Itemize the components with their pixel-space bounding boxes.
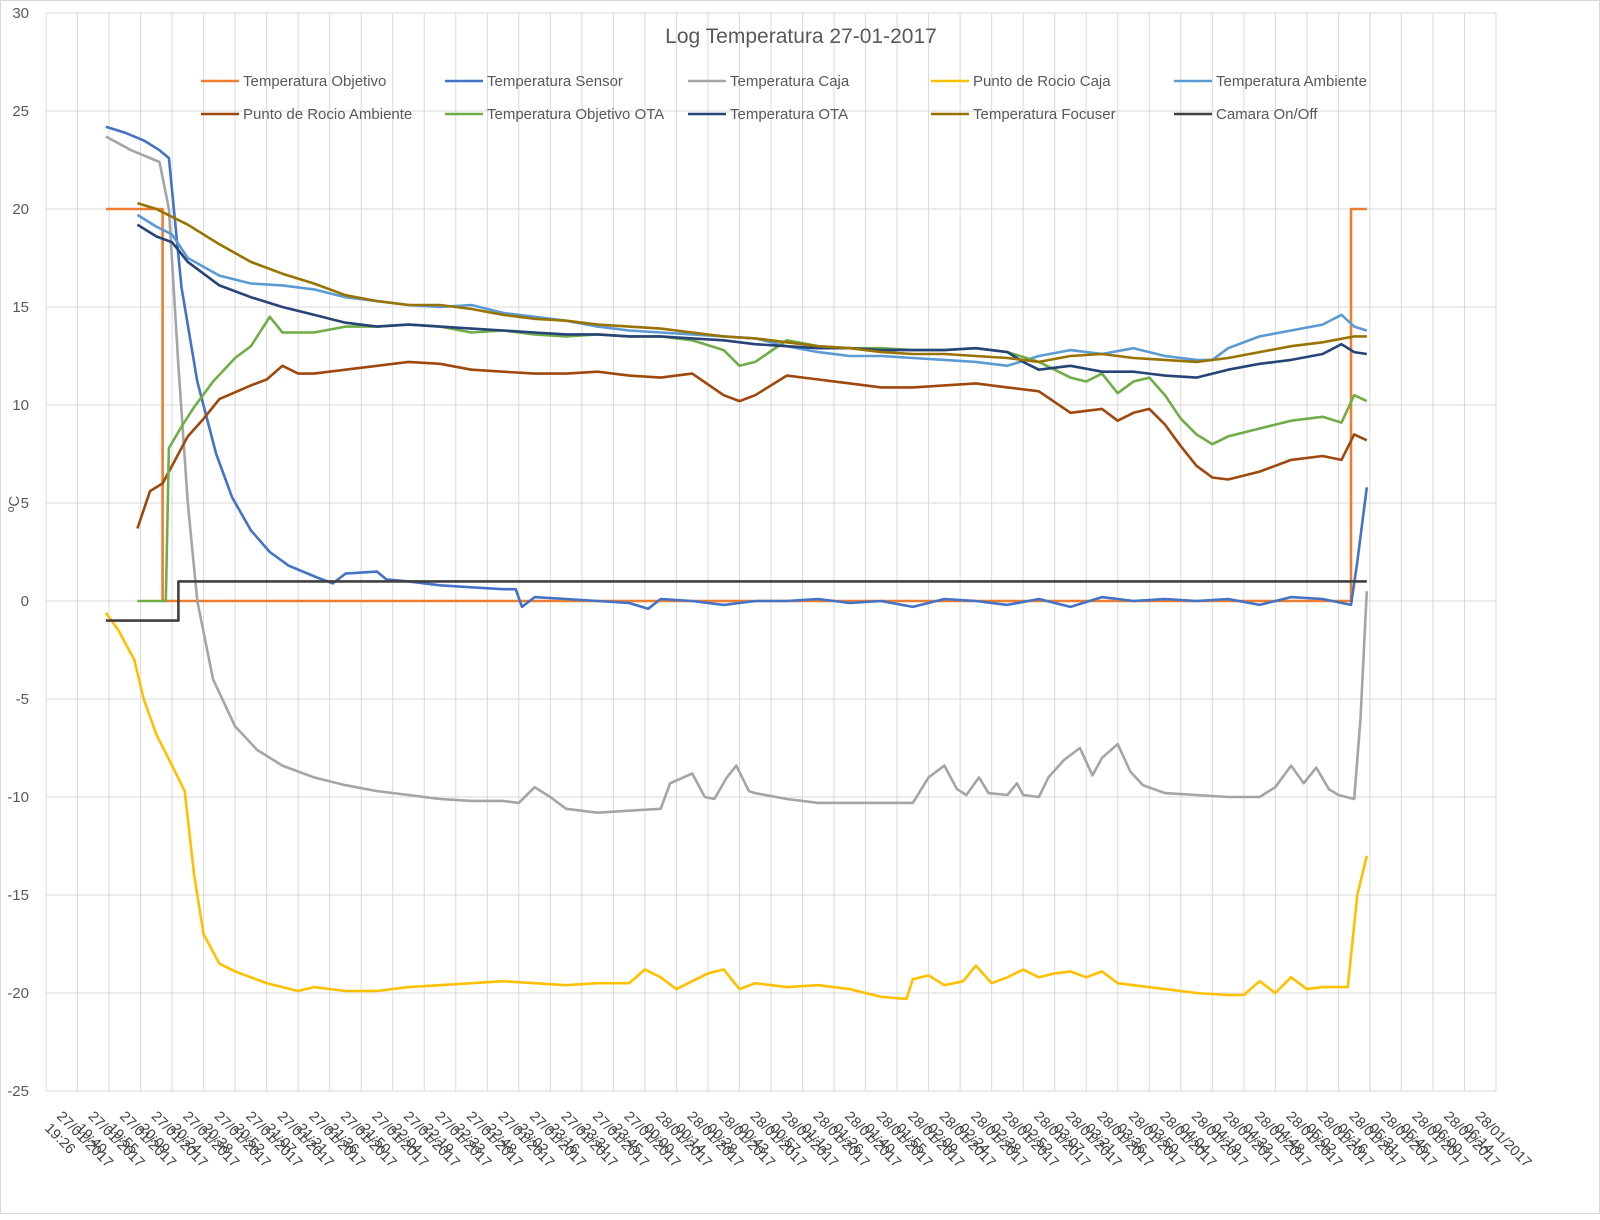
legend-label: Temperatura Caja [730, 73, 850, 90]
series-lines [104, 125, 1369, 1001]
y-tick-label: 30 [12, 5, 29, 22]
legend-label: Temperatura Objetivo OTA [487, 106, 664, 123]
y-tick-label: 5 [21, 495, 29, 512]
y-tick-label: 20 [12, 201, 29, 218]
legend-label: Punto de Rocio Ambiente [243, 106, 412, 123]
legend-label: Temperatura Focuser [973, 106, 1116, 123]
series-line-1 [105, 125, 1369, 611]
y-axis-tick-labels: -25 -20 -15 -10 -5 0 5 10 15 20 25 30 [7, 5, 29, 1100]
y-tick-label: -15 [7, 887, 29, 904]
legend-label: Temperatura Sensor [487, 73, 623, 90]
x-axis-tick-labels: 27/01/201719:26 27/01/201719:40 27/01/2017… [41, 1109, 1534, 1172]
y-tick-label: -5 [16, 691, 29, 708]
vertical-gridlines [45, 13, 1497, 1091]
legend-label: Temperatura Ambiente [1216, 73, 1367, 90]
series-line-6 [137, 315, 1368, 603]
series-line-5 [136, 360, 1368, 529]
y-tick-label: -20 [7, 985, 29, 1002]
legend: Temperatura Objetivo Temperatura Sensor Te… [201, 73, 1367, 123]
series-line-9 [105, 580, 1367, 622]
y-tick-label: 15 [12, 299, 29, 316]
y-axis-label: ºC [6, 496, 23, 512]
y-tick-label: 25 [12, 103, 29, 120]
y-tick-label: 10 [12, 397, 29, 414]
y-tick-label: 0 [21, 593, 29, 610]
y-tick-label: -25 [7, 1083, 29, 1100]
legend-label: Punto de Rocio Caja [973, 73, 1111, 90]
chart-title: Log Temperatura 27-01-2017 [665, 25, 937, 48]
legend-label: Temperatura Objetivo [243, 73, 386, 90]
series-line-2 [105, 135, 1369, 814]
y-tick-label: -10 [7, 789, 29, 806]
legend-label: Camara On/Off [1216, 106, 1318, 123]
series-line-3 [104, 612, 1369, 1001]
legend-label: Temperatura OTA [730, 106, 848, 123]
series-line-7 [136, 223, 1367, 379]
series-line-8 [137, 201, 1367, 364]
